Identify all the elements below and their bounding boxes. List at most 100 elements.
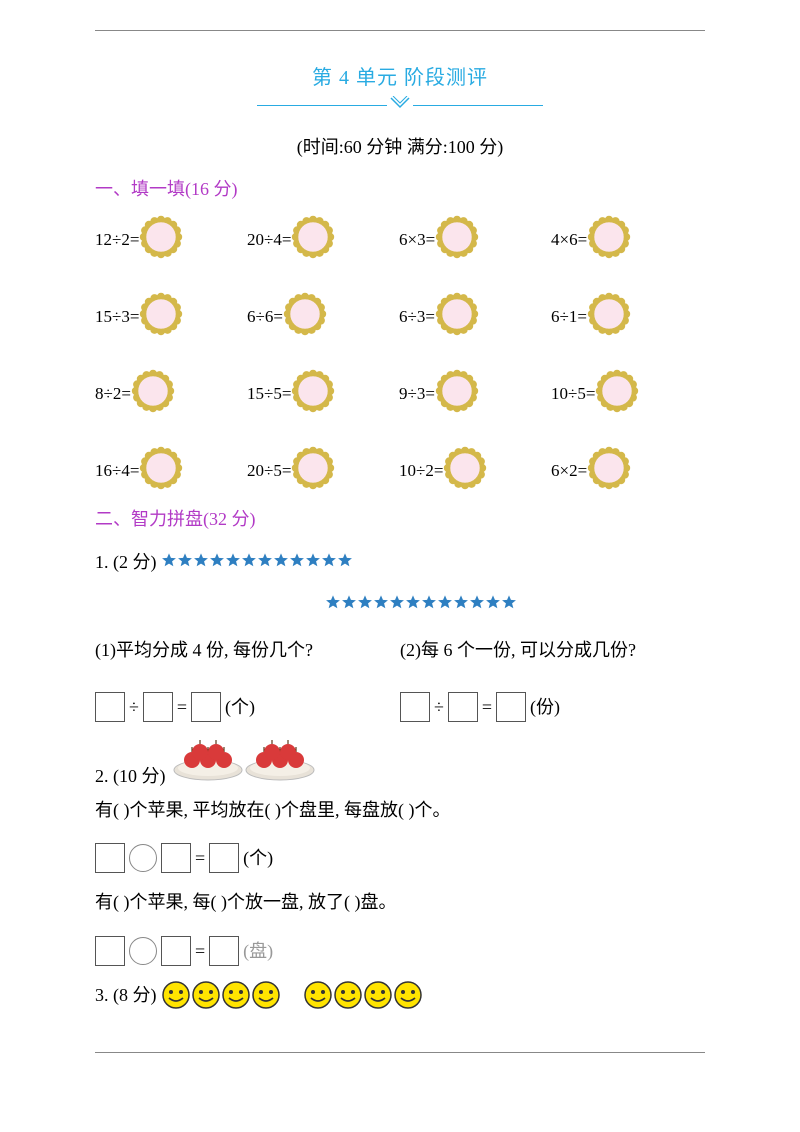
star-row-2 <box>325 594 517 614</box>
math-cell: 6÷6= <box>247 292 399 341</box>
expression: 10÷5= <box>551 384 595 404</box>
blank-box[interactable] <box>161 936 191 966</box>
blank-box[interactable] <box>95 936 125 966</box>
math-cell: 10÷2= <box>399 446 551 495</box>
math-cell: 15÷5= <box>247 369 399 418</box>
blank-box[interactable] <box>209 936 239 966</box>
flower-blank-icon[interactable] <box>139 292 183 341</box>
blank-box[interactable] <box>448 692 478 722</box>
unit-fen: (份) <box>530 690 560 724</box>
expression: 6×2= <box>551 461 587 481</box>
bottom-rule <box>95 1052 705 1053</box>
divider-bar-left <box>257 105 387 106</box>
test-meta: (时间:60 分钟 满分:100 分) <box>95 133 705 159</box>
math-cell: 6×2= <box>551 446 703 495</box>
q3-label: 3. (8 分) <box>95 978 157 1012</box>
math-cell: 6÷1= <box>551 292 703 341</box>
unit-ge: (个) <box>243 841 273 875</box>
flower-blank-icon[interactable] <box>587 215 631 264</box>
divide-sign: ÷ <box>129 690 139 724</box>
title-block: 第 4 单元 阶段测评 <box>95 61 705 115</box>
blank-box[interactable] <box>496 692 526 722</box>
blank-box[interactable] <box>95 692 125 722</box>
page-title: 第 4 单元 阶段测评 <box>95 61 705 90</box>
title-divider <box>95 96 705 115</box>
flower-blank-icon[interactable] <box>435 369 479 418</box>
math-cell: 10÷5= <box>551 369 703 418</box>
star-row-1 <box>161 545 353 579</box>
blank-circle[interactable] <box>129 844 157 872</box>
apple-plates-icon <box>172 740 316 793</box>
flower-blank-icon[interactable] <box>587 292 631 341</box>
expression: 20÷5= <box>247 461 291 481</box>
blank-box[interactable] <box>161 843 191 873</box>
unit-ge: (个) <box>225 690 255 724</box>
question-3: 3. (8 分) <box>95 978 705 1012</box>
blank-box[interactable] <box>95 843 125 873</box>
flower-blank-icon[interactable] <box>139 446 183 495</box>
equals-sign: = <box>195 841 205 875</box>
question-2: 2. (10 分) 有( )个苹果, 平均放在( )个盘里, 每盘放( )个。 … <box>95 740 705 968</box>
expression: 6÷1= <box>551 307 587 327</box>
q1-sub1-text: (1)平均分成 4 份, 每份几个? <box>95 633 400 667</box>
section-1-heading: 一、填一填(16 分) <box>95 175 705 201</box>
flower-blank-icon[interactable] <box>435 292 479 341</box>
flower-blank-icon[interactable] <box>587 446 631 495</box>
math-cell: 8÷2= <box>95 369 247 418</box>
q2-line1: 有( )个苹果, 平均放在( )个盘里, 每盘放( )个。 <box>95 793 705 827</box>
expression: 12÷2= <box>95 230 139 250</box>
flower-blank-icon[interactable] <box>435 215 479 264</box>
blank-circle[interactable] <box>129 937 157 965</box>
flower-blank-icon[interactable] <box>139 215 183 264</box>
expression: 15÷5= <box>247 384 291 404</box>
expression: 6÷3= <box>399 307 435 327</box>
q2-line2: 有( )个苹果, 每( )个放一盘, 放了( )盘。 <box>95 885 705 919</box>
flower-blank-icon[interactable] <box>291 446 335 495</box>
expression: 16÷4= <box>95 461 139 481</box>
smiley-row-icon <box>161 980 423 1010</box>
math-cell: 6÷3= <box>399 292 551 341</box>
chevron-down-icon <box>389 96 411 115</box>
math-cell: 20÷4= <box>247 215 399 264</box>
math-cell: 9÷3= <box>399 369 551 418</box>
q2-eq2: = (盘) <box>95 934 705 968</box>
expression: 9÷3= <box>399 384 435 404</box>
q1-sub2-text: (2)每 6 个一份, 可以分成几份? <box>400 633 705 667</box>
equals-sign: = <box>482 690 492 724</box>
equals-sign: = <box>177 690 187 724</box>
flower-blank-icon[interactable] <box>283 292 327 341</box>
q1-label: 1. (2 分) <box>95 545 157 579</box>
blank-box[interactable] <box>191 692 221 722</box>
equals-sign: = <box>195 934 205 968</box>
question-1: 1. (2 分) (1)平均分成 4 份, 每份几个? ÷ = (个) (2)每… <box>95 545 705 734</box>
blank-box[interactable] <box>209 843 239 873</box>
flower-blank-icon[interactable] <box>131 369 175 418</box>
math-cell: 4×6= <box>551 215 703 264</box>
q1-sub2-equation: ÷ = (份) <box>400 690 705 724</box>
blank-box[interactable] <box>143 692 173 722</box>
divide-sign: ÷ <box>434 690 444 724</box>
math-cell: 20÷5= <box>247 446 399 495</box>
flower-blank-icon[interactable] <box>291 215 335 264</box>
expression: 8÷2= <box>95 384 131 404</box>
math-cell: 16÷4= <box>95 446 247 495</box>
section-2-heading: 二、智力拼盘(32 分) <box>95 505 705 531</box>
unit-pan: (盘) <box>243 934 273 968</box>
flower-blank-icon[interactable] <box>291 369 335 418</box>
math-cell: 12÷2= <box>95 215 247 264</box>
flower-blank-icon[interactable] <box>443 446 487 495</box>
math-cell: 15÷3= <box>95 292 247 341</box>
expression: 20÷4= <box>247 230 291 250</box>
q2-eq1: = (个) <box>95 841 705 875</box>
expression: 4×6= <box>551 230 587 250</box>
expression: 6×3= <box>399 230 435 250</box>
math-cell: 6×3= <box>399 215 551 264</box>
expression: 15÷3= <box>95 307 139 327</box>
section-1-grid: 12÷2= 20÷4= 6×3= 4×6= 15÷3= 6÷6= 6÷3= 6÷1= 8÷2= 1… <box>95 215 705 495</box>
expression: 6÷6= <box>247 307 283 327</box>
expression: 10÷2= <box>399 461 443 481</box>
page: 第 4 单元 阶段测评 (时间:60 分钟 满分:100 分) 一、填一填(16… <box>0 0 800 1073</box>
top-rule <box>95 30 705 31</box>
flower-blank-icon[interactable] <box>595 369 639 418</box>
blank-box[interactable] <box>400 692 430 722</box>
